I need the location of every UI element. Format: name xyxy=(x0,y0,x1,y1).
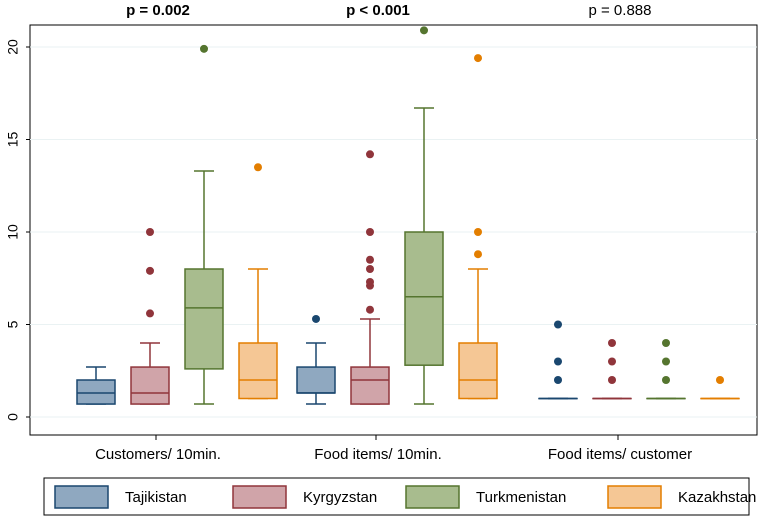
outlier-point xyxy=(662,357,670,366)
outlier-point xyxy=(366,305,374,314)
box-kazakhstan xyxy=(458,54,498,400)
outlier-point xyxy=(254,163,262,172)
box-iqr xyxy=(130,366,170,405)
y-tick-label: 20 xyxy=(5,39,21,55)
outlier-point xyxy=(200,44,208,53)
box-iqr xyxy=(296,366,336,394)
outlier-point xyxy=(366,150,374,159)
legend-label: Tajikistan xyxy=(125,489,187,506)
outlier-point xyxy=(474,250,482,259)
legend-label: Kazakhstan xyxy=(678,489,756,506)
box-iqr xyxy=(76,379,116,405)
outlier-point xyxy=(608,376,616,384)
x-axis-labels: Customers/ 10min. Food items/ 10min. Food … xyxy=(95,435,692,463)
outlier-point xyxy=(312,314,320,323)
box-iqr xyxy=(458,342,498,400)
y-tick-label: 0 xyxy=(5,413,21,421)
boxes xyxy=(76,26,740,405)
x-category-label: Food items/ 10min. xyxy=(314,446,442,463)
box-turkmenistan xyxy=(184,44,224,405)
legend-label: Turkmenistan xyxy=(476,489,566,506)
plot-frame xyxy=(29,24,758,436)
outlier-point xyxy=(366,255,374,264)
box-kazakhstan xyxy=(238,163,278,400)
outlier-point xyxy=(366,265,374,273)
outlier-point xyxy=(146,309,154,318)
box-iqr xyxy=(184,268,224,370)
outlier-point xyxy=(420,26,428,35)
outlier-point xyxy=(554,357,562,366)
legend-item-kyrgyzstan: Kyrgyzstan xyxy=(232,485,377,509)
p-value-label: p = 0.888 xyxy=(589,2,652,19)
legend-item-tajikistan: Tajikistan xyxy=(54,485,187,509)
outlier-point xyxy=(554,376,562,384)
x-category-label: Food items/ customer xyxy=(548,446,692,463)
box-turkmenistan xyxy=(646,339,686,400)
p-value-label: p < 0.001 xyxy=(346,2,410,19)
outlier-point xyxy=(474,54,482,63)
legend-label: Kyrgyzstan xyxy=(303,489,377,506)
p-value-label: p = 0.002 xyxy=(126,2,190,19)
box-tajikistan xyxy=(296,314,336,405)
box-tajikistan xyxy=(538,320,578,400)
box-tajikistan xyxy=(76,366,116,405)
outlier-point xyxy=(554,320,562,329)
outlier-point xyxy=(146,228,154,236)
outlier-point xyxy=(608,339,616,347)
legend-item-kazakhstan: Kazakhstan xyxy=(607,485,756,509)
box-kyrgyzstan xyxy=(592,339,632,400)
y-axis: 0 5 10 15 20 xyxy=(5,39,30,421)
box-iqr xyxy=(404,231,444,366)
outlier-point xyxy=(474,228,482,236)
legend-swatch xyxy=(607,485,662,509)
legend: Tajikistan Kyrgyzstan Turkmenistan Kazakhst… xyxy=(43,477,756,516)
box-kazakhstan xyxy=(700,376,740,400)
legend-swatch xyxy=(54,485,109,509)
legend-item-turkmenistan: Turkmenistan xyxy=(405,485,566,509)
outlier-point xyxy=(662,339,670,347)
y-tick-label: 15 xyxy=(5,132,21,148)
box-kyrgyzstan xyxy=(350,150,390,405)
y-tick-label: 10 xyxy=(5,224,21,240)
box-turkmenistan xyxy=(404,26,444,405)
outlier-point xyxy=(716,376,724,384)
y-tick-label: 5 xyxy=(5,320,21,328)
box-iqr xyxy=(350,366,390,405)
outlier-point xyxy=(146,266,154,275)
p-values: p = 0.002 p < 0.001 p = 0.888 xyxy=(126,2,651,19)
box-iqr xyxy=(238,342,278,400)
legend-swatch xyxy=(405,485,460,509)
outlier-point xyxy=(366,228,374,236)
box-kyrgyzstan xyxy=(130,228,170,405)
gridlines xyxy=(29,24,758,436)
outlier-point xyxy=(662,376,670,384)
legend-swatch xyxy=(232,485,287,509)
outlier-point xyxy=(608,357,616,366)
x-category-label: Customers/ 10min. xyxy=(95,446,221,463)
outlier-point xyxy=(366,277,374,286)
